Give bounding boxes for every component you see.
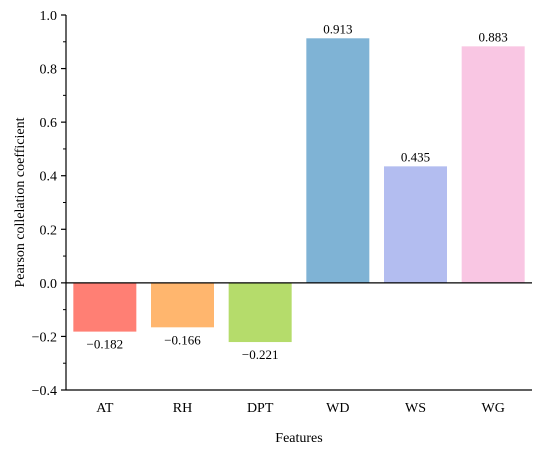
y-tick-label: 0.8	[40, 63, 58, 78]
y-tick-label: −0.4	[32, 384, 57, 399]
y-tick-label: 0.0	[40, 277, 58, 292]
y-axis: −0.4 −0.2 0.0 0.2 0.4 0.6 0.8 1.0	[32, 9, 67, 399]
data-label-ws: 0.435	[401, 149, 430, 164]
x-tick-label-at: AT	[96, 401, 114, 416]
data-labels-group: −0.182 −0.166 −0.221 0.913 0.435 0.883	[87, 21, 508, 362]
data-label-dpt: −0.221	[242, 347, 279, 362]
bars-group	[73, 38, 525, 343]
y-tick-label: 1.0	[40, 9, 58, 24]
data-label-at: −0.182	[87, 337, 124, 352]
x-tick-label-ws: WS	[405, 401, 426, 416]
data-label-wd: 0.913	[323, 21, 352, 36]
data-label-rh: −0.166	[164, 332, 201, 347]
x-tick-label-dpt: DPT	[247, 401, 274, 416]
bar-wg	[461, 46, 525, 283]
x-tick-label-wg: WG	[482, 401, 505, 416]
x-axis: AT RH DPT WD WS WG	[66, 389, 532, 416]
bar-wd	[306, 38, 370, 283]
x-tick-label-rh: RH	[173, 401, 192, 416]
x-tick-label-wd: WD	[326, 401, 349, 416]
y-tick-label: −0.2	[32, 330, 57, 345]
y-axis-title: Pearson collelation coefficient	[13, 117, 28, 287]
y-tick-label: 0.2	[40, 223, 58, 238]
bar-dpt	[228, 282, 292, 343]
bar-at	[73, 282, 137, 332]
bar-ws	[384, 166, 447, 283]
x-axis-title: Features	[275, 431, 322, 446]
bar-rh	[151, 282, 214, 328]
data-label-wg: 0.883	[479, 29, 508, 44]
y-tick-label: 0.6	[40, 116, 58, 131]
y-tick-label: 0.4	[40, 170, 58, 185]
